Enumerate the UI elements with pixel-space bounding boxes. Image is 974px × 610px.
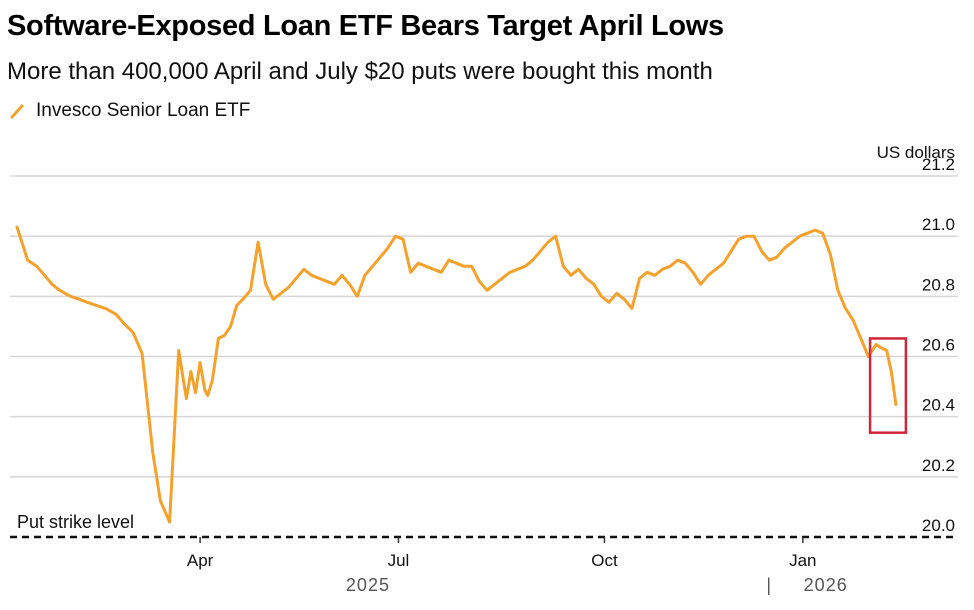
y-tick-label: 20.4: [922, 396, 955, 415]
y-tick-label: 20.6: [922, 336, 955, 355]
x-tick-label: Jul: [388, 551, 410, 570]
legend: Invesco Senior Loan ETF: [9, 100, 250, 122]
y-axis-unit-label: US dollars: [877, 143, 955, 162]
y-tick-label: 21.0: [922, 215, 955, 234]
put-strike-label: Put strike level: [17, 512, 134, 532]
y-tick-label: 20.0: [922, 516, 955, 535]
series-line-invesco-senior-loan-etf: [15, 225, 898, 524]
x-tick-label: Apr: [187, 551, 214, 570]
chart-title: Software-Exposed Loan ETF Bears Target A…: [7, 10, 724, 42]
y-tick-label: 20.8: [922, 275, 955, 294]
highlight-box: [868, 337, 908, 434]
x-tick-label: Jan: [789, 551, 816, 570]
legend-label: Invesco Senior Loan ETF: [36, 100, 251, 121]
year-label: |: [766, 575, 772, 595]
chart-subtitle: More than 400,000 April and July $20 put…: [7, 58, 713, 85]
y-tick-label: 21.2: [922, 155, 955, 174]
year-label: 2025: [346, 575, 390, 595]
legend-line-icon: [9, 103, 25, 119]
year-label: 2026: [804, 575, 848, 595]
y-tick-label: 20.2: [922, 456, 955, 475]
x-tick-label: Oct: [591, 551, 618, 570]
